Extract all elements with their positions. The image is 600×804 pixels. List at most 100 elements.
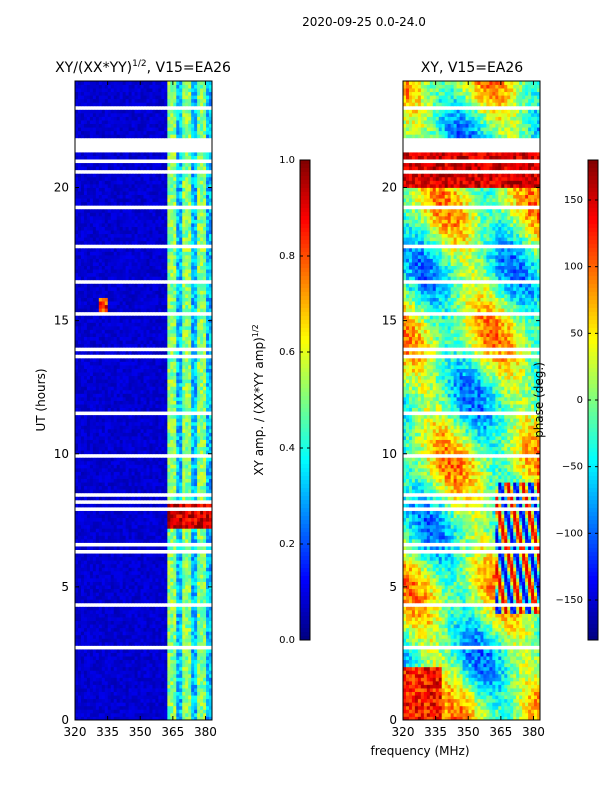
amplitude-heatmap-cell — [197, 382, 201, 387]
amplitude-heatmap-cell — [92, 716, 97, 720]
amplitude-heatmap-cell — [143, 375, 147, 380]
amplitude-heatmap-cell — [95, 336, 100, 341]
amplitude-heatmap-cell — [209, 588, 212, 593]
amplitude-heatmap-cell — [164, 489, 168, 494]
amplitude-heatmap-cell — [206, 553, 210, 558]
amplitude-heatmap-cell — [149, 336, 153, 341]
amplitude-heatmap-cell — [203, 439, 207, 444]
amplitude-heatmap-cell — [203, 684, 207, 689]
amplitude-heatmap-cell — [167, 507, 171, 511]
amplitude-heatmap-cell — [170, 652, 174, 657]
amplitude-heatmap-cell — [131, 595, 135, 600]
amplitude-heatmap-cell — [107, 382, 112, 387]
amplitude-heatmap-cell — [119, 475, 124, 479]
amplitude-heatmap-cell — [197, 347, 201, 352]
amplitude-heatmap-cell — [152, 592, 156, 597]
amplitude-heatmap-cell — [191, 361, 195, 366]
amplitude-heatmap-cell — [194, 361, 198, 366]
amplitude-heatmap-cell — [116, 471, 121, 476]
amplitude-heatmap-cell — [167, 656, 171, 661]
amplitude-heatmap-cell — [161, 592, 165, 597]
amplitude-heatmap-cell — [80, 425, 85, 430]
amplitude-heatmap-cell — [158, 496, 162, 501]
amplitude-heatmap-cell — [206, 450, 210, 455]
amplitude-heatmap-cell — [209, 553, 212, 558]
amplitude-heatmap-cell — [122, 471, 127, 476]
amplitude-heatmap-cell — [164, 585, 168, 590]
amplitude-heatmap-cell — [104, 645, 109, 650]
amplitude-heatmap-cell — [209, 624, 212, 629]
amplitude-heatmap-cell — [101, 499, 106, 504]
amplitude-heatmap-cell — [128, 407, 132, 412]
amplitude-heatmap-cell — [200, 716, 204, 720]
amplitude-heatmap-cell — [125, 641, 130, 646]
amplitude-heatmap-cell — [80, 641, 85, 646]
amplitude-heatmap-cell — [152, 389, 156, 394]
amplitude-heatmap-cell — [146, 524, 150, 529]
amplitude-heatmap-cell — [179, 350, 183, 355]
amplitude-heatmap-cell — [158, 361, 162, 366]
amplitude-heatmap-cell — [86, 386, 91, 391]
amplitude-heatmap-cell — [140, 624, 144, 629]
amplitude-heatmap-cell — [75, 613, 79, 618]
amplitude-heatmap-cell — [146, 680, 150, 685]
amplitude-heatmap-cell — [197, 666, 201, 671]
amplitude-heatmap-cell — [116, 666, 121, 671]
amplitude-heatmap-cell — [197, 620, 201, 625]
amplitude-heatmap-cell — [75, 428, 79, 433]
amplitude-heatmap-cell — [152, 709, 156, 714]
amplitude-heatmap-cell — [110, 524, 115, 529]
amplitude-heatmap-cell — [161, 638, 165, 643]
amplitude-heatmap-cell — [203, 517, 207, 522]
amplitude-heatmap-cell — [173, 705, 177, 710]
amplitude-heatmap-cell — [185, 684, 189, 689]
amplitude-heatmap-cell — [149, 538, 153, 543]
amplitude-heatmap-cell — [194, 688, 198, 692]
amplitude-heatmap-cell — [158, 620, 162, 625]
amplitude-heatmap-cell — [92, 688, 97, 692]
amplitude-heatmap-cell — [140, 585, 144, 590]
amplitude-heatmap-cell — [179, 709, 183, 714]
amplitude-heatmap-cell — [75, 542, 79, 547]
amplitude-heatmap-cell — [188, 574, 192, 579]
amplitude-heatmap-cell — [101, 709, 106, 714]
amplitude-heatmap-cell — [161, 705, 165, 710]
amplitude-heatmap-cell — [113, 684, 118, 689]
amplitude-heatmap-cell — [182, 450, 186, 455]
amplitude-heatmap-cell — [155, 709, 159, 714]
amplitude-heatmap-cell — [98, 709, 103, 714]
amplitude-heatmap-cell — [200, 606, 204, 611]
amplitude-heatmap-cell — [185, 592, 189, 597]
amplitude-heatmap-cell — [167, 340, 171, 345]
amplitude-heatmap-cell — [206, 354, 210, 359]
amplitude-heatmap-cell — [206, 695, 210, 700]
amplitude-heatmap-cell — [203, 386, 207, 391]
amplitude-heatmap-cell — [200, 542, 204, 547]
amplitude-heatmap-cell — [95, 531, 100, 536]
amplitude-heatmap-cell — [209, 414, 212, 419]
amplitude-heatmap-cell — [83, 336, 88, 341]
amplitude-heatmap-cell — [188, 652, 192, 657]
amplitude-heatmap-cell — [83, 546, 88, 550]
amplitude-heatmap-cell — [125, 336, 130, 341]
amplitude-heatmap-cell — [125, 656, 130, 661]
amplitude-heatmap-cell — [86, 560, 91, 565]
amplitude-heatmap-cell — [140, 631, 144, 636]
amplitude-heatmap-cell — [200, 570, 204, 575]
amplitude-heatmap-cell — [170, 663, 174, 668]
amplitude-heatmap-cell — [104, 553, 109, 558]
amplitude-heatmap-cell — [200, 698, 204, 703]
amplitude-heatmap-cell — [86, 588, 91, 593]
amplitude-heatmap-cell — [128, 570, 132, 575]
amplitude-heatmap-cell — [101, 347, 106, 352]
amplitude-heatmap-cell — [161, 421, 165, 426]
amplitude-heatmap-cell — [194, 347, 198, 352]
amplitude-heatmap-cell — [80, 638, 85, 643]
amplitude-heatmap-cell — [194, 499, 198, 504]
amplitude-heatmap-cell — [164, 627, 168, 632]
amplitude-heatmap-cell — [113, 663, 118, 668]
amplitude-heatmap-cell — [110, 666, 115, 671]
amplitude-heatmap-cell — [209, 407, 212, 412]
amplitude-heatmap-cell — [140, 645, 144, 650]
amplitude-heatmap-cell — [164, 716, 168, 720]
